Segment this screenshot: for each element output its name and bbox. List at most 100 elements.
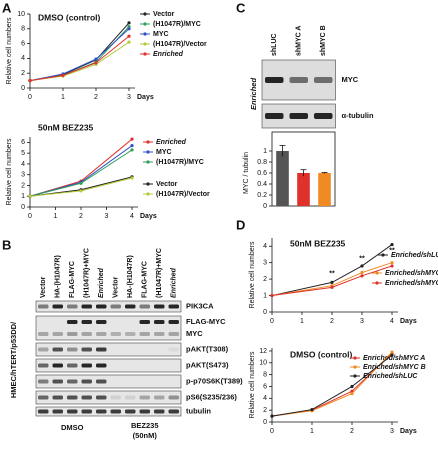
band (96, 395, 107, 400)
data-point (130, 148, 134, 152)
lane-label: (H1047R)+MYC (84, 248, 91, 298)
x-tick-label: 0 (270, 428, 274, 435)
x-tick-label: 3 (105, 213, 109, 220)
data-point (330, 285, 334, 289)
band (38, 409, 49, 414)
legend-label: Vector (153, 11, 175, 18)
lane-label: HA-(H1047R) (127, 255, 134, 298)
row-label: tubulin (186, 406, 211, 415)
y-tick-label: 4 (263, 243, 267, 250)
data-point (79, 189, 83, 193)
data-point (270, 414, 274, 418)
blot-box (35, 315, 182, 341)
band (52, 304, 63, 309)
band (96, 363, 107, 368)
row-label: PIK3CA (186, 301, 214, 310)
band (96, 304, 107, 309)
data-point (28, 194, 32, 198)
series-line (271, 244, 393, 297)
legend-marker (375, 271, 379, 275)
annotation: ** (359, 256, 365, 263)
legend-label: Enriched/shMYC B (385, 270, 438, 277)
band (81, 395, 92, 400)
band (67, 332, 78, 336)
legend-label: Enriched/shMYC B (363, 364, 426, 371)
lane-label: (H1047R)+MYC (156, 248, 163, 298)
panel-label: C (236, 0, 246, 15)
band (96, 409, 107, 414)
lane-label: shMYC B (320, 25, 327, 56)
y-axis-label: Relative cell numbers (6, 17, 13, 84)
blot-box (35, 300, 182, 313)
band (38, 332, 49, 336)
side-label: HMEC/hTERT/p53DD/ (9, 321, 18, 398)
legend-label: Enriched/shMYC A (363, 355, 425, 362)
lane-label: HA-(H1047R) (55, 255, 62, 298)
band (289, 113, 308, 119)
x-tick-label: 3 (360, 318, 364, 325)
blot-box (35, 406, 182, 417)
band (139, 304, 150, 309)
condition-label: BEZ235 (131, 421, 159, 430)
y-tick-label: 0 (21, 204, 25, 211)
band (154, 332, 165, 336)
y-tick-label: 6 (263, 383, 267, 390)
series-line (271, 351, 393, 417)
legend-label: Enriched/shMYC A (385, 280, 438, 287)
band (67, 363, 78, 368)
series-line (29, 35, 130, 82)
y-axis-label: Relative cell numbers (249, 241, 256, 308)
legend-marker (353, 356, 357, 360)
band (38, 347, 49, 352)
x-tick-label: 1 (61, 94, 65, 101)
data-point (350, 391, 354, 396)
y-tick-label: 8 (21, 26, 25, 33)
band (81, 379, 92, 384)
legend-marker (143, 42, 147, 46)
band (139, 409, 150, 414)
series-line (271, 265, 393, 297)
band (110, 409, 121, 414)
data-point (350, 389, 354, 393)
band (52, 379, 63, 384)
legend-label: Enriched/shLUC (363, 373, 418, 380)
chart-title: DMSO (control) (38, 12, 100, 22)
band (96, 332, 107, 336)
row-label: MYC (342, 75, 359, 84)
lane-label: FLAG-MYC (69, 261, 76, 298)
row-label: pAKT(T308) (186, 344, 229, 353)
data-point (390, 261, 394, 265)
band (67, 320, 78, 324)
x-tick-label: 0 (28, 213, 32, 220)
row-label: pAKT(S473) (186, 360, 229, 369)
data-point (127, 34, 131, 38)
band (52, 363, 63, 368)
data-point (350, 384, 354, 389)
row-label: MYC (186, 329, 203, 338)
legend-label: MYC (153, 31, 169, 38)
series-line (271, 354, 393, 417)
legend-marker (146, 140, 150, 144)
x-tick-label: 1 (310, 428, 314, 435)
y-tick-label: 10 (17, 11, 25, 18)
series-line (271, 262, 393, 297)
band (125, 304, 136, 309)
chart-title: 50nM BEZ235 (38, 122, 94, 132)
chart-title: 50nM BEZ235 (290, 238, 346, 248)
panel-label: D (236, 217, 245, 232)
y-axis-label: Relative cell numbers (249, 351, 256, 418)
data-point (79, 181, 83, 185)
band (96, 320, 107, 324)
y-tick-label: 2 (263, 276, 267, 283)
band (96, 347, 107, 352)
row-label: pS6(S235/236) (186, 392, 237, 401)
data-point (130, 137, 134, 141)
band (168, 320, 179, 324)
legend-marker (143, 22, 147, 26)
band (265, 113, 284, 119)
panel-label: B (2, 237, 11, 252)
blot-box (35, 374, 182, 389)
band (168, 347, 179, 352)
legend-marker (353, 365, 357, 369)
band (81, 320, 92, 324)
